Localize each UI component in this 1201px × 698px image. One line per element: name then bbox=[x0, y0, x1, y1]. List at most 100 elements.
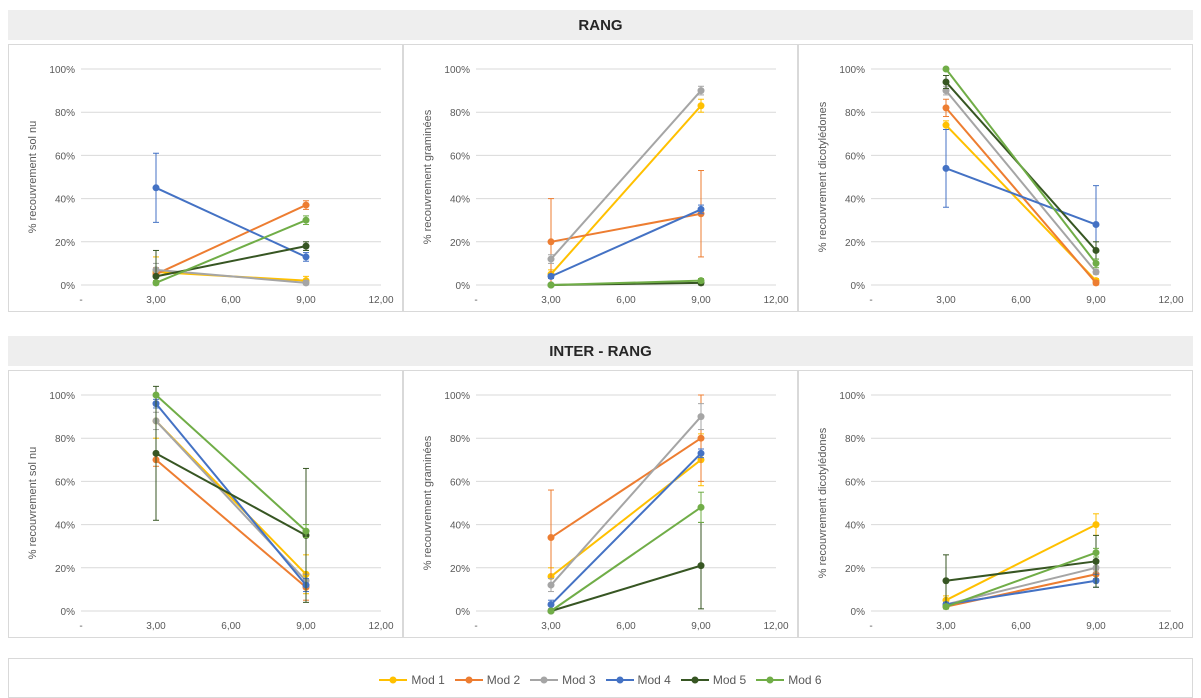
data-point bbox=[547, 534, 555, 542]
y-tick-label: 60% bbox=[450, 477, 470, 488]
x-tick-label: - bbox=[79, 295, 82, 306]
legend-item-mod-3: Mod 3 bbox=[530, 673, 596, 687]
y-tick-label: 60% bbox=[55, 151, 75, 162]
data-point bbox=[1092, 246, 1100, 254]
y-tick-label: 40% bbox=[450, 195, 470, 206]
series-line-3 bbox=[550, 415, 702, 586]
data-point bbox=[1092, 549, 1100, 557]
x-tick-label: 9,00 bbox=[691, 295, 711, 306]
y-tick-label: 20% bbox=[55, 564, 75, 575]
x-tick-label: - bbox=[79, 621, 82, 632]
x-tick-label: 3,00 bbox=[146, 621, 166, 632]
y-tick-label: 0% bbox=[851, 607, 866, 618]
legend-swatch-marker bbox=[389, 676, 397, 684]
legend-label: Mod 1 bbox=[411, 673, 445, 687]
x-tick-label: 9,00 bbox=[296, 295, 316, 306]
y-tick-label: 100% bbox=[444, 391, 470, 402]
y-tick-label: 60% bbox=[845, 151, 865, 162]
data-point bbox=[547, 238, 555, 246]
series-line-6 bbox=[155, 219, 307, 284]
data-point bbox=[942, 121, 950, 129]
legend-swatch-marker bbox=[766, 676, 774, 684]
chart-interrang-dicotyledones: 0% 20% 40% 60% 80% 100% - 3,00 6,00 9,00 12,00 % re… bbox=[817, 391, 1184, 632]
y-tick-label: 20% bbox=[55, 238, 75, 249]
legend-item-mod-5: Mod 5 bbox=[680, 673, 747, 687]
series-line-2 bbox=[155, 204, 307, 276]
y-tick-label: 60% bbox=[55, 477, 75, 488]
series-line-1 bbox=[550, 105, 702, 275]
x-tick-label: 6,00 bbox=[221, 621, 241, 632]
series-line-6 bbox=[550, 506, 702, 612]
x-tick-label: - bbox=[474, 621, 477, 632]
data-point bbox=[1092, 521, 1100, 529]
y-tick-label: 100% bbox=[49, 65, 75, 76]
y-tick-label: 40% bbox=[450, 521, 470, 532]
data-point bbox=[697, 102, 705, 110]
data-point bbox=[1092, 221, 1100, 229]
data-point bbox=[152, 391, 160, 399]
x-tick-label: 6,00 bbox=[221, 295, 241, 306]
y-tick-label: 0% bbox=[456, 281, 471, 292]
series-line-5 bbox=[155, 452, 307, 537]
legend-swatch bbox=[530, 676, 559, 684]
chart-interrang-graminees: 0% 20% 40% 60% 80% 100% - 3,00 6,00 9,00 12,00 % re… bbox=[422, 391, 789, 632]
y-tick-label: 20% bbox=[450, 238, 470, 249]
x-tick-label: 12,00 bbox=[763, 295, 788, 306]
data-point bbox=[302, 201, 310, 209]
series-line-6 bbox=[945, 68, 1097, 265]
series-line-4 bbox=[155, 186, 307, 258]
chart-panel-interrang-sol-nu: 0% 20% 40% 60% 80% 100% - 3,00 6,00 9,00 12,00 % re… bbox=[8, 370, 403, 638]
y-tick-label: 80% bbox=[845, 108, 865, 119]
y-tick-label: 100% bbox=[839, 65, 865, 76]
y-tick-label: 20% bbox=[450, 564, 470, 575]
legend-label: Mod 5 bbox=[712, 673, 747, 687]
legend-item-mod-6: Mod 6 bbox=[756, 673, 822, 687]
data-point bbox=[942, 577, 950, 585]
data-point bbox=[942, 603, 950, 611]
data-point bbox=[1092, 279, 1100, 287]
legend-swatch-marker bbox=[691, 676, 699, 684]
legend-label: Mod 3 bbox=[562, 673, 596, 687]
legend-label: Mod 2 bbox=[486, 673, 521, 687]
legend-label: Mod 4 bbox=[637, 673, 671, 687]
y-tick-label: 40% bbox=[55, 195, 75, 206]
data-point bbox=[1092, 557, 1100, 565]
series-line-3 bbox=[550, 89, 702, 260]
data-point bbox=[697, 562, 705, 570]
x-tick-label: 9,00 bbox=[691, 621, 711, 632]
x-tick-label: 3,00 bbox=[541, 295, 561, 306]
data-point bbox=[942, 104, 950, 112]
data-point bbox=[697, 205, 705, 213]
data-point bbox=[697, 413, 705, 421]
chart-rang-dicotyledones: 0% 20% 40% 60% 80% 100% - 3,00 6,00 9,00 12,00 % re… bbox=[817, 65, 1184, 306]
data-point bbox=[942, 65, 950, 73]
legend: Mod 1 Mod 2 Mod 3 Mod 4 Mod 5 Mod 6 bbox=[9, 673, 1192, 687]
data-point bbox=[1092, 268, 1100, 276]
data-point bbox=[697, 277, 705, 285]
series-line-2 bbox=[550, 212, 702, 243]
data-point bbox=[152, 184, 160, 192]
section-title-inter-rang: INTER - RANG bbox=[8, 336, 1193, 366]
series-line-2 bbox=[155, 459, 307, 589]
chart-panel-rang-graminees: 0% 20% 40% 60% 80% 100% - 3,00 6,00 9,00 12,00 % re… bbox=[403, 44, 798, 312]
chart-panel-interrang-graminees: 0% 20% 40% 60% 80% 100% - 3,00 6,00 9,00 12,00 % re… bbox=[403, 370, 798, 638]
y-tick-label: 100% bbox=[49, 391, 75, 402]
chart-rang-sol-nu: 0% 20% 40% 60% 80% 100% - 3,00 6,00 9,00 12,00 % re… bbox=[27, 65, 394, 306]
x-tick-label: 12,00 bbox=[1158, 621, 1183, 632]
data-point bbox=[697, 87, 705, 95]
series-line-2 bbox=[945, 107, 1097, 284]
legend-swatch bbox=[680, 676, 709, 684]
y-axis-label: % recouvrement sol nu bbox=[27, 447, 39, 560]
x-tick-label: 6,00 bbox=[1011, 621, 1031, 632]
legend-swatch bbox=[454, 676, 483, 684]
y-tick-label: 0% bbox=[851, 281, 866, 292]
x-tick-label: 3,00 bbox=[541, 621, 561, 632]
x-tick-label: 12,00 bbox=[368, 621, 393, 632]
chart-rang-graminees: 0% 20% 40% 60% 80% 100% - 3,00 6,00 9,00 12,00 % re… bbox=[422, 65, 789, 306]
data-point bbox=[697, 434, 705, 442]
y-tick-label: 80% bbox=[450, 434, 470, 445]
x-tick-label: - bbox=[869, 295, 872, 306]
data-point bbox=[547, 581, 555, 589]
data-point bbox=[302, 216, 310, 224]
legend-item-mod-4: Mod 4 bbox=[605, 673, 671, 687]
